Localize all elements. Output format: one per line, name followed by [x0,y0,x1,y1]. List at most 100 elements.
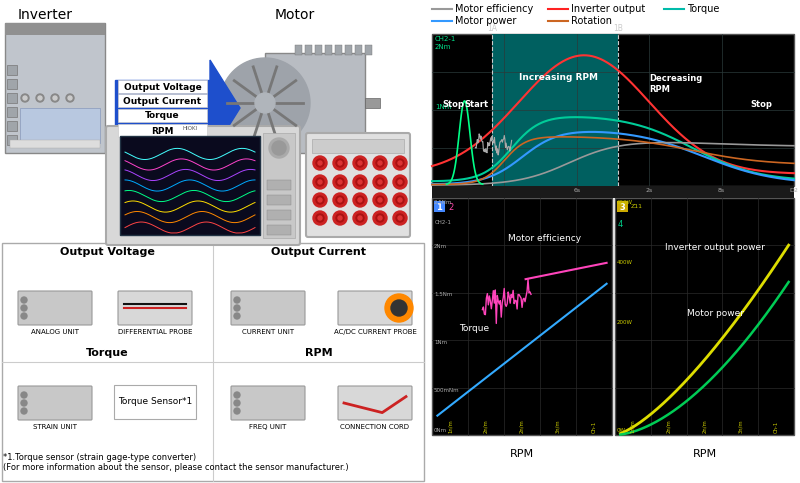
Circle shape [318,216,322,220]
Circle shape [378,198,382,202]
Text: CONNECTION CORD: CONNECTION CORD [341,424,410,430]
Circle shape [269,138,289,158]
Text: 1Nm: 1Nm [435,104,451,110]
Text: Z11: Z11 [631,204,643,210]
Bar [432,34,794,186]
Circle shape [272,141,286,155]
Circle shape [234,400,240,406]
Text: 2n/m: 2n/m [666,419,671,433]
Circle shape [316,159,324,167]
Text: Stop: Stop [750,100,773,109]
Circle shape [333,156,347,170]
Text: Output Voltage: Output Voltage [60,247,155,257]
Circle shape [393,156,407,170]
Text: CH2-1: CH2-1 [435,36,456,42]
Bar [10,140,100,148]
Bar [355,45,362,55]
Text: 2.5Nm: 2.5Nm [434,200,452,205]
Bar [312,139,404,153]
Circle shape [338,198,342,202]
Bar [267,180,291,190]
Circle shape [353,193,367,207]
Text: Increasing RPM: Increasing RPM [519,72,598,82]
Circle shape [234,313,240,319]
Text: D2: D2 [790,188,798,193]
Circle shape [376,214,384,222]
Text: 500mNm: 500mNm [434,387,460,393]
Circle shape [338,161,342,165]
Circle shape [318,161,322,165]
Text: RPM: RPM [693,449,717,459]
Text: (For more information about the sensor, please contact the sensor manufacturer.): (For more information about the sensor, … [3,463,349,472]
FancyBboxPatch shape [306,133,410,237]
FancyBboxPatch shape [18,386,92,420]
Text: Ch-1: Ch-1 [591,421,597,433]
Bar [434,201,445,212]
Bar [7,121,17,131]
Text: RPM: RPM [151,127,174,136]
Text: Rotation: Rotation [571,16,612,26]
Bar [345,45,352,55]
Text: 2n/m: 2n/m [519,419,525,433]
Bar [7,79,17,89]
Circle shape [336,196,344,204]
Bar [267,210,291,220]
Text: Output Current: Output Current [123,97,202,105]
Text: Torque: Torque [86,348,129,358]
Text: AC/DC CURRENT PROBE: AC/DC CURRENT PROBE [334,329,417,335]
Polygon shape [255,93,275,113]
Circle shape [38,96,42,100]
Text: 2s: 2s [646,188,653,193]
Circle shape [353,156,367,170]
Text: Stop: Stop [443,100,465,109]
Circle shape [316,214,324,222]
Circle shape [376,196,384,204]
Text: 3n/m: 3n/m [738,419,742,433]
Text: 600W: 600W [617,200,633,205]
Text: 2Nm: 2Nm [435,44,451,50]
Circle shape [21,305,27,311]
Bar [335,45,342,55]
Circle shape [313,156,327,170]
Circle shape [51,94,59,102]
Text: Motor: Motor [275,8,315,22]
Text: 1n/m: 1n/m [630,419,635,433]
Text: 1.5Nm: 1.5Nm [434,292,452,297]
Text: HIOKI: HIOKI [182,126,198,131]
Circle shape [373,211,387,225]
Circle shape [376,159,384,167]
Circle shape [338,180,342,184]
Circle shape [234,408,240,414]
Circle shape [356,196,364,204]
Bar [5,23,105,153]
Bar [2,243,424,481]
Circle shape [378,161,382,165]
Circle shape [21,392,27,398]
Circle shape [333,175,347,189]
Circle shape [393,175,407,189]
Text: 3n/m: 3n/m [555,419,561,433]
Text: 1n/m: 1n/m [447,419,453,433]
Text: Decreasing
RPM: Decreasing RPM [650,74,702,94]
Text: Output Current: Output Current [271,247,366,257]
Text: RPM: RPM [510,449,534,459]
Bar [7,107,17,117]
Circle shape [393,211,407,225]
Text: 2: 2 [448,202,454,212]
Bar [263,133,295,238]
Circle shape [396,214,404,222]
Text: DIFFERENTIAL PROBE: DIFFERENTIAL PROBE [118,329,192,335]
Text: 2Nm: 2Nm [434,243,447,248]
Circle shape [318,198,322,202]
Text: 2n/m: 2n/m [483,419,489,433]
Circle shape [336,214,344,222]
Circle shape [234,392,240,398]
Text: ANALOG UNIT: ANALOG UNIT [31,329,79,335]
Bar [20,108,100,143]
Circle shape [393,193,407,207]
Circle shape [333,211,347,225]
Circle shape [356,178,364,186]
Circle shape [398,180,402,184]
Circle shape [313,211,327,225]
Circle shape [234,297,240,303]
